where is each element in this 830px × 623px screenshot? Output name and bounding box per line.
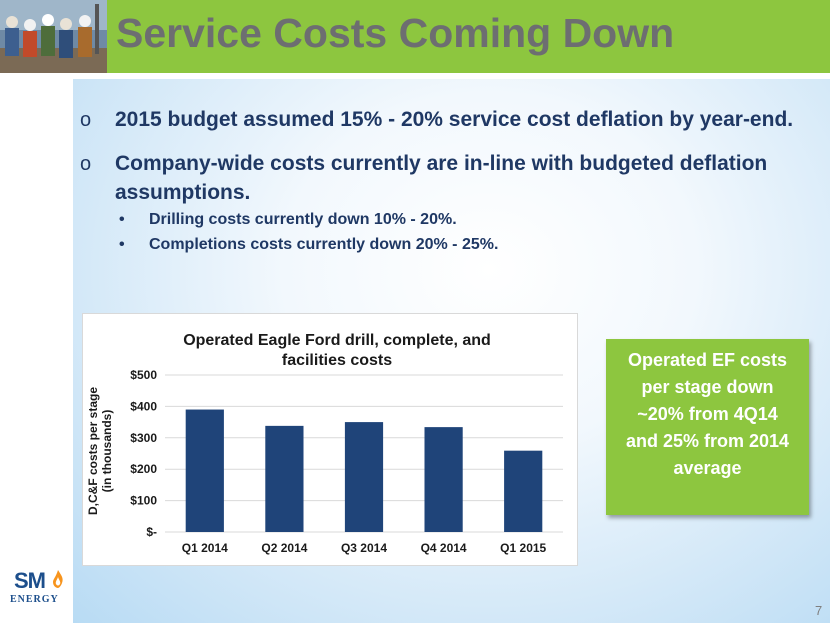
y-axis-label-line1: D,C&F costs per stage bbox=[86, 387, 100, 515]
logo-sm-text: SM bbox=[14, 568, 46, 593]
bar-q3-2014 bbox=[344, 422, 384, 532]
header-divider bbox=[0, 73, 830, 79]
company-logo[interactable]: SM ENERGY bbox=[6, 568, 68, 610]
y-tick-label: $400 bbox=[130, 399, 157, 413]
y-tick-label: $500 bbox=[130, 368, 157, 382]
y-tick-label: $300 bbox=[130, 431, 157, 445]
chart-container: Operated Eagle Ford drill, complete, and… bbox=[82, 313, 578, 566]
callout-line: per stage down bbox=[641, 377, 774, 397]
page-number: 7 bbox=[815, 603, 823, 618]
chart-title-line1: Operated Eagle Ford drill, complete, and bbox=[183, 332, 491, 349]
bullet-1-text: 2015 budget assumed 15% - 20% service co… bbox=[115, 108, 794, 131]
x-tick-label: Q3 2014 bbox=[341, 541, 387, 555]
callout-line: ~20% from 4Q14 bbox=[637, 404, 778, 424]
callout-text: Operated EF costs per stage down ~20% fr… bbox=[606, 339, 809, 482]
y-tick-labels: $- $100 $200 $300 $400 $500 bbox=[130, 368, 157, 539]
workers-figures bbox=[5, 4, 99, 58]
circle-bullet-icon: o bbox=[80, 153, 92, 175]
bar-q1-2015 bbox=[504, 450, 543, 532]
x-tick-label: Q2 2014 bbox=[261, 541, 307, 555]
callout-line: Operated EF costs bbox=[627, 350, 788, 370]
sub-bullet-2-text: Completions costs currently down 20% - 2… bbox=[149, 236, 499, 253]
x-tick-label: Q1 2015 bbox=[500, 541, 546, 555]
chart-title-line2: facilities costs bbox=[282, 352, 392, 369]
circle-bullet-icon: o bbox=[80, 109, 92, 131]
dot-bullet-icon: • bbox=[119, 211, 125, 228]
bar-chart: Operated Eagle Ford drill, complete, and… bbox=[86, 332, 563, 555]
header-photo bbox=[0, 0, 107, 73]
x-tick-label: Q4 2014 bbox=[421, 541, 467, 555]
dot-bullet-icon: • bbox=[119, 236, 125, 253]
logo-energy-text: ENERGY bbox=[10, 594, 59, 605]
callout-box: Operated EF costs per stage down ~20% fr… bbox=[606, 339, 809, 515]
header-band: Service Costs Coming Down bbox=[107, 0, 830, 73]
x-tick-label: Q1 2014 bbox=[182, 541, 228, 555]
left-strip bbox=[0, 0, 73, 623]
flame-icon bbox=[53, 570, 63, 588]
slide-title: Service Costs Coming Down bbox=[116, 10, 675, 56]
y-tick-label: $- bbox=[146, 525, 157, 539]
bullet-2-text-line2: assumptions. bbox=[115, 181, 251, 204]
sub-bullet-1-text: Drilling costs currently down 10% - 20%. bbox=[149, 211, 457, 228]
bar-q2-2014 bbox=[265, 425, 304, 532]
y-tick-label: $200 bbox=[130, 462, 157, 476]
bar-q1-2014 bbox=[185, 409, 224, 532]
y-axis-label-line2: (in thousands) bbox=[100, 410, 114, 493]
bullet-2-text-line1: Company-wide costs currently are in-line… bbox=[115, 152, 768, 175]
bars bbox=[185, 409, 543, 532]
bar-q4-2014 bbox=[424, 427, 463, 532]
callout-line: average bbox=[673, 458, 742, 478]
x-tick-labels: Q1 2014 Q2 2014 Q3 2014 Q4 2014 Q1 2015 bbox=[182, 541, 547, 555]
y-tick-label: $100 bbox=[130, 494, 157, 508]
callout-line: and 25% from 2014 bbox=[625, 431, 790, 451]
